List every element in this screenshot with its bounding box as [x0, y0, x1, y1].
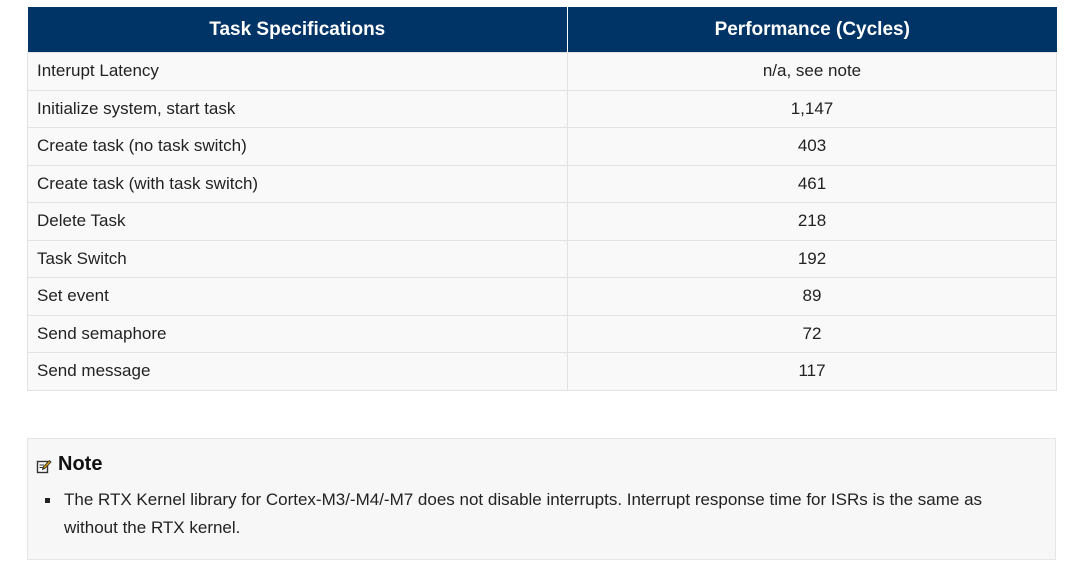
bullet-icon: [45, 498, 50, 503]
note-text: The RTX Kernel library for Cortex-M3/-M4…: [64, 490, 983, 537]
note-list: The RTX Kernel library for Cortex-M3/-M4…: [28, 486, 1039, 542]
task-spec-cell: Create task (no task switch): [27, 127, 568, 166]
table-row: Delete Task 218: [27, 202, 1057, 241]
task-spec-cell: Send semaphore: [27, 314, 568, 353]
cycles-cell: 72: [567, 314, 1057, 353]
note-box: Note The RTX Kernel library for Cortex-M…: [27, 438, 1056, 560]
note-title: Note: [58, 453, 103, 475]
task-spec-cell: Send message: [27, 352, 568, 391]
table-row: Create task (no task switch) 403: [27, 127, 1057, 166]
table-row: Task Switch 192: [27, 239, 1057, 278]
table-row: Interupt Latency n/a, see note: [27, 52, 1057, 91]
note-heading: Note: [36, 453, 102, 476]
table-row: Initialize system, start task 1,147: [27, 89, 1057, 128]
note-list-item: The RTX Kernel library for Cortex-M3/-M4…: [45, 486, 1039, 542]
table-row: Send message 117: [27, 352, 1057, 391]
table-row: Create task (with task switch) 461: [27, 164, 1057, 203]
cycles-cell: 117: [567, 352, 1057, 391]
cycles-cell: 192: [567, 239, 1057, 278]
cycles-cell: 1,147: [567, 89, 1057, 128]
task-spec-cell: Create task (with task switch): [27, 164, 568, 203]
edit-note-icon: [36, 457, 52, 473]
cycles-cell: 403: [567, 127, 1057, 166]
column-header-task-specifications: Task Specifications: [27, 7, 568, 53]
task-spec-cell: Task Switch: [27, 239, 568, 278]
table-row: Send semaphore 72: [27, 314, 1057, 353]
task-spec-cell: Delete Task: [27, 202, 568, 241]
cycles-cell: 461: [567, 164, 1057, 203]
cycles-cell: 218: [567, 202, 1057, 241]
task-spec-cell: Interupt Latency: [27, 52, 568, 91]
table-header-row: Task Specifications Performance (Cycles): [27, 7, 1057, 53]
task-spec-cell: Initialize system, start task: [27, 89, 568, 128]
performance-table: Task Specifications Performance (Cycles)…: [27, 7, 1057, 391]
cycles-cell: n/a, see note: [567, 52, 1057, 91]
table-row: Set event 89: [27, 277, 1057, 316]
task-spec-cell: Set event: [27, 277, 568, 316]
column-header-performance-cycles: Performance (Cycles): [567, 7, 1057, 53]
cycles-cell: 89: [567, 277, 1057, 316]
